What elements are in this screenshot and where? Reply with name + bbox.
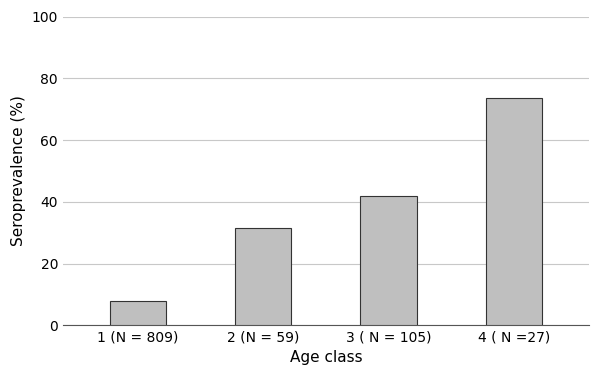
- Bar: [235, 228, 292, 326]
- Bar: [110, 301, 166, 326]
- X-axis label: Age class: Age class: [290, 350, 362, 365]
- Y-axis label: Seroprevalence (%): Seroprevalence (%): [11, 96, 26, 247]
- Bar: [361, 196, 416, 326]
- Bar: [485, 99, 542, 326]
